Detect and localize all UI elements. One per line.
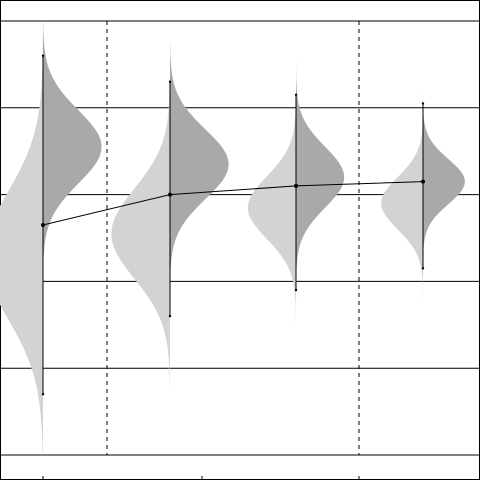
errorbar-low-cap-1 (41, 393, 45, 396)
violin-left-half-1 (0, 21, 43, 455)
errorbar-low-cap-4 (421, 267, 425, 270)
violin-left-half-2 (111, 42, 170, 386)
mean-point-3 (294, 183, 298, 188)
errorbar-high-cap-1 (41, 54, 45, 57)
mean-line (42, 181, 424, 226)
violin-right-half-3 (296, 51, 345, 338)
violin-left-half-4 (381, 73, 423, 334)
mean-point-1 (41, 222, 45, 227)
violin-right-half-1 (43, 21, 102, 455)
violin-left-half-3 (247, 51, 296, 338)
violin-right-half-2 (170, 42, 229, 386)
errorbar-low-cap-2 (168, 314, 172, 318)
errorbar-low-cap-3 (294, 288, 298, 292)
errorbar-high-cap-4 (421, 102, 425, 105)
violin-right-half-4 (423, 73, 465, 334)
mean-point-4 (421, 179, 425, 184)
mean-point-2 (168, 192, 172, 197)
errorbar-high-cap-3 (294, 93, 298, 96)
errorbar-high-cap-2 (168, 80, 172, 83)
